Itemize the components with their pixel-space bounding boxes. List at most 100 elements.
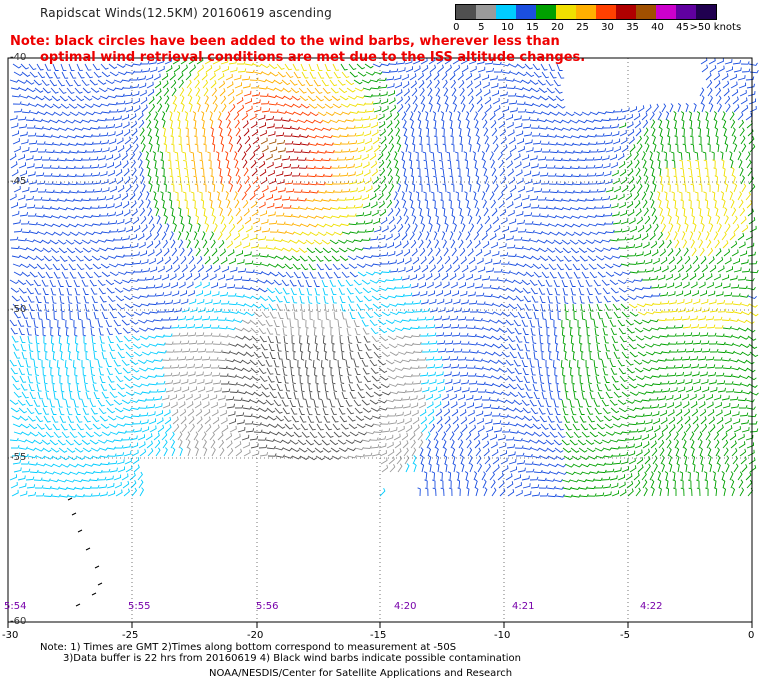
wind-barb	[189, 386, 197, 393]
wind-barb	[547, 173, 557, 177]
wind-barb	[131, 208, 138, 217]
wind-barb	[297, 119, 307, 124]
wind-barb	[677, 423, 684, 433]
wind-barb	[364, 303, 373, 310]
wind-barb	[447, 191, 451, 200]
wind-barb	[180, 256, 187, 265]
wind-barb	[473, 395, 483, 401]
wind-barb	[361, 194, 369, 201]
wind-barb	[397, 67, 406, 73]
wind-barb	[677, 103, 682, 113]
wind-barb	[137, 359, 147, 364]
wind-barb	[377, 435, 387, 441]
wind-barb	[581, 471, 591, 475]
wind-barb	[733, 389, 743, 394]
wind-barb	[475, 447, 481, 457]
wind-barb	[618, 367, 627, 375]
wind-barb	[579, 415, 587, 423]
wind-barb	[619, 254, 629, 258]
wind-barb	[309, 231, 319, 237]
wind-barb	[267, 335, 274, 343]
wind-barb	[115, 130, 123, 137]
wind-barb	[731, 487, 736, 497]
wind-barb	[322, 367, 326, 377]
wind-barb	[353, 117, 363, 121]
wind-barb	[404, 381, 414, 385]
wind-barb	[421, 387, 430, 393]
wind-barb	[393, 191, 398, 201]
wind-barb	[298, 368, 302, 377]
wind-barb	[106, 246, 116, 251]
wind-barb	[167, 159, 172, 169]
wind-barb	[601, 359, 607, 368]
wind-barb	[212, 299, 222, 305]
wind-barb	[10, 327, 18, 335]
wind-barb	[619, 168, 627, 177]
wind-barb	[116, 63, 126, 68]
wind-barb	[419, 409, 427, 417]
wind-barb	[466, 325, 476, 329]
map-title: Rapidscat Winds(12.5KM) 20160619 ascendi…	[40, 6, 332, 20]
wind-barb	[10, 122, 19, 129]
wind-barb	[596, 423, 605, 430]
wind-barb	[485, 183, 490, 193]
wind-barb	[636, 175, 642, 185]
wind-barb	[749, 351, 759, 358]
wind-barb	[257, 279, 267, 284]
wind-barb	[492, 135, 498, 145]
wind-barb	[282, 87, 292, 93]
wind-barb	[475, 248, 483, 257]
wind-barb	[33, 279, 42, 287]
wind-barb	[457, 199, 461, 209]
wind-barb	[697, 273, 705, 281]
wind-barb	[75, 215, 85, 219]
wind-barb	[523, 212, 533, 217]
wind-barb	[577, 239, 587, 245]
wind-barb	[540, 463, 550, 467]
wind-barb	[556, 181, 566, 186]
wind-barb	[540, 383, 546, 392]
wind-barb	[221, 350, 231, 354]
wind-barb	[209, 394, 218, 401]
wind-barb	[627, 168, 634, 177]
wind-barb	[730, 159, 734, 169]
wind-barb	[619, 129, 627, 137]
wind-barb	[341, 311, 347, 320]
wind-barb	[696, 199, 700, 209]
wind-barb	[514, 245, 524, 250]
wind-barb	[43, 165, 52, 169]
wind-barb	[405, 103, 411, 113]
wind-barb	[33, 319, 39, 328]
wind-barb	[265, 237, 275, 241]
wind-barb	[458, 401, 466, 409]
wind-barb	[689, 356, 699, 361]
wind-barb	[51, 295, 57, 304]
wind-barb	[162, 365, 172, 369]
wind-barb	[505, 114, 513, 121]
wind-barb	[386, 242, 394, 249]
wind-barb	[645, 390, 655, 394]
wind-barb	[681, 356, 691, 361]
wind-barb	[148, 381, 158, 386]
wind-barb	[316, 142, 326, 146]
wind-barb	[677, 307, 686, 313]
wind-barb	[413, 65, 421, 73]
wind-barb	[89, 359, 94, 369]
wind-barb	[702, 151, 707, 161]
wind-barb	[330, 407, 337, 415]
wind-barb	[633, 472, 640, 481]
wind-barb	[564, 383, 569, 393]
wind-barb	[653, 103, 659, 113]
wind-barb	[233, 433, 241, 441]
wind-barb	[739, 412, 749, 417]
wind-barb	[203, 247, 210, 257]
wind-barb	[745, 191, 751, 201]
wind-barb	[369, 319, 378, 326]
wind-barb	[44, 223, 54, 227]
wind-barb	[490, 405, 500, 410]
wind-barb	[482, 284, 492, 289]
wind-barb	[423, 191, 427, 201]
wind-barb	[371, 253, 381, 257]
wind-barb	[131, 413, 141, 418]
wind-barb	[573, 311, 578, 321]
